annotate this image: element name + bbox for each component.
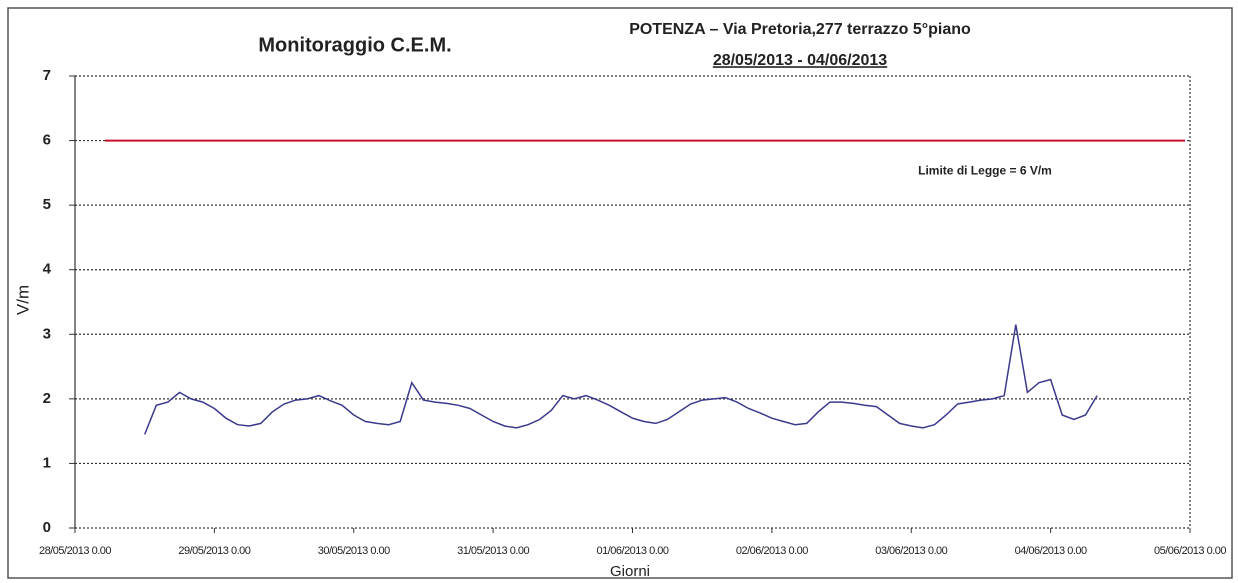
chart-period: 28/05/2013 - 04/06/2013 [713,52,887,69]
data-line [144,324,1098,435]
y-tick-label: 4 [43,261,52,278]
y-tick-label: 3 [43,325,51,342]
x-tick-label: 28/05/2013 0.00 [39,545,111,557]
y-tick-label: 2 [43,390,51,407]
x-tick-label: 03/06/2013 0.00 [875,545,947,557]
x-tick-label: 31/05/2013 0.00 [457,545,529,557]
x-tick-label: 01/06/2013 0.00 [596,545,668,557]
chart-subtitle: POTENZA – Via Pretoria,277 terrazzo 5°pi… [629,21,971,38]
limit-label: Limite di Legge = 6 V/m [918,164,1052,178]
y-tick-label: 5 [43,196,51,213]
y-tick-label: 7 [43,67,51,84]
chart-title: Monitoraggio C.E.M. [258,34,451,56]
y-axis-label: V/m [13,285,32,315]
x-axis-label: Giorni [610,563,650,580]
x-tick-label: 29/05/2013 0.00 [178,545,250,557]
x-tick-label: 04/06/2013 0.00 [1015,545,1087,557]
x-tick-label: 02/06/2013 0.00 [736,545,808,557]
x-tick-label: 05/06/2013 0.00 [1154,545,1226,557]
y-tick-label: 1 [43,454,51,471]
y-tick-label: 0 [43,519,51,536]
frame [7,7,1233,579]
x-tick-label: 30/05/2013 0.00 [318,545,390,557]
y-tick-label: 6 [43,132,51,149]
